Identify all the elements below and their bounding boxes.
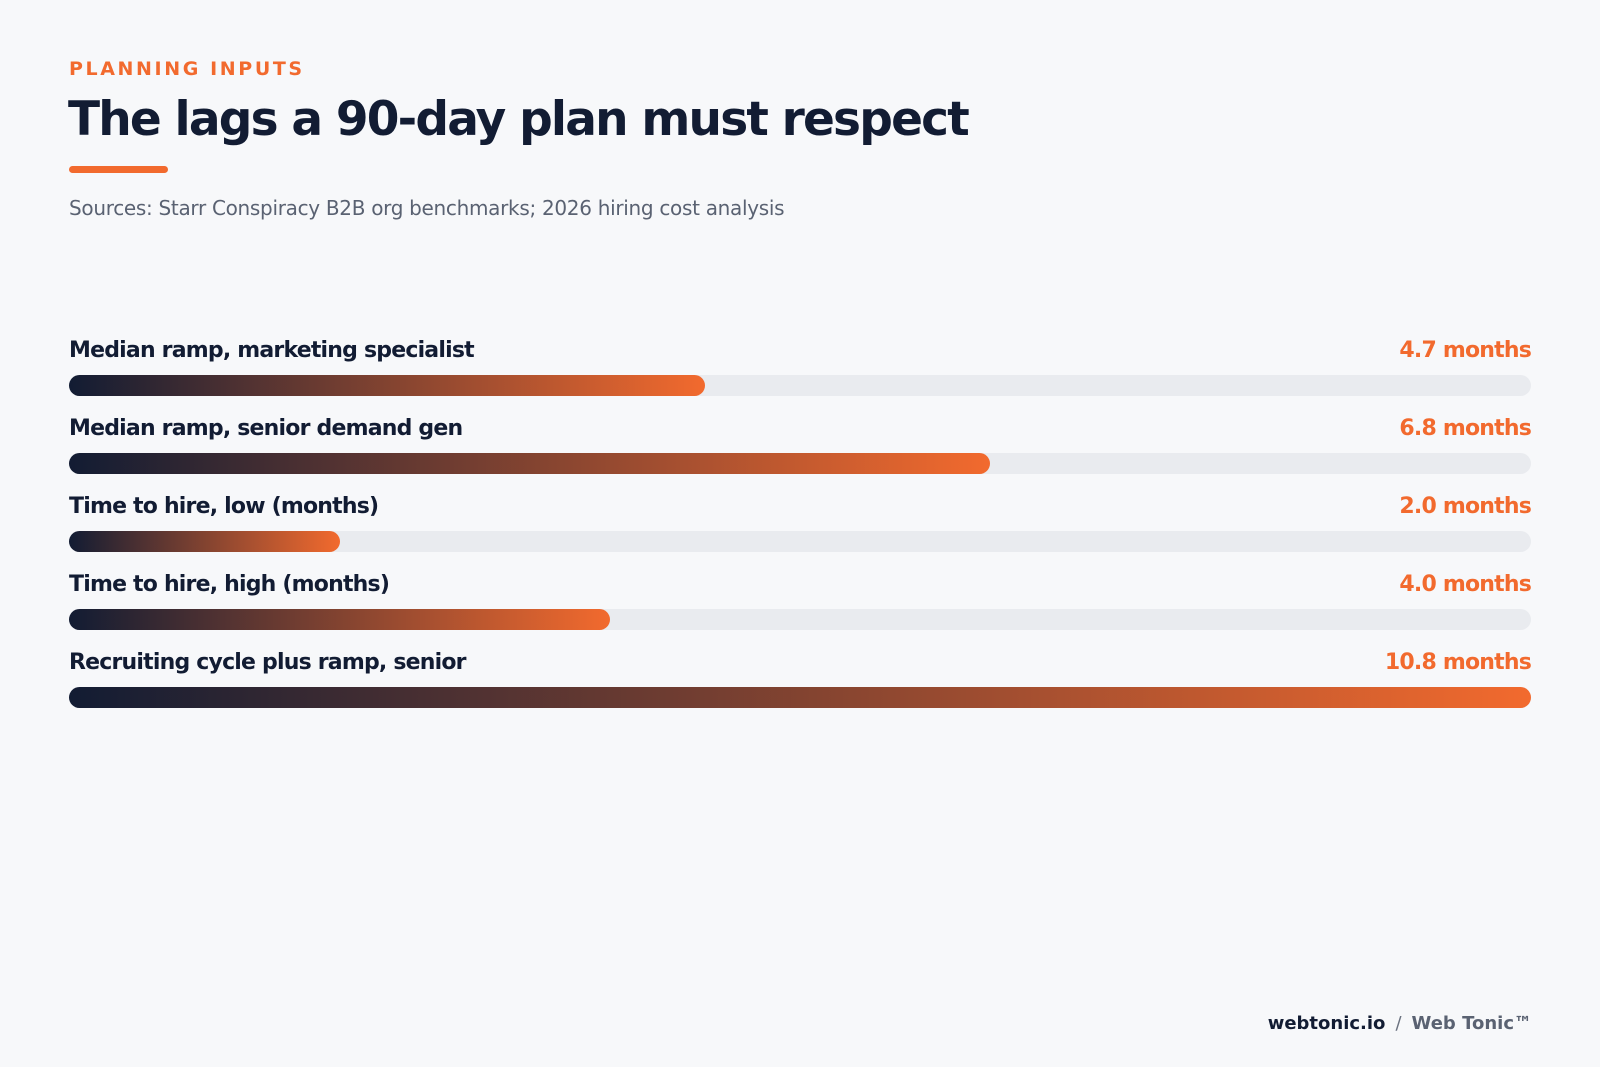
bar-value-label: 6.8 months bbox=[1399, 416, 1531, 441]
bar-label: Time to hire, low (months) bbox=[69, 494, 379, 519]
bar-track bbox=[69, 531, 1531, 552]
bar-row: Time to hire, low (months) 2.0 months bbox=[69, 492, 1532, 570]
bar-value-label: 4.0 months bbox=[1399, 572, 1531, 597]
bar-value-label: 4.7 months bbox=[1399, 338, 1531, 363]
bar-label: Median ramp, marketing specialist bbox=[69, 338, 475, 363]
footer-separator: / bbox=[1395, 1013, 1402, 1034]
bar-value-label: 10.8 months bbox=[1384, 650, 1532, 675]
bar bbox=[69, 687, 1531, 708]
bar bbox=[69, 609, 611, 630]
bar-track bbox=[69, 687, 1531, 708]
bar-label: Median ramp, senior demand gen bbox=[69, 416, 463, 441]
sources-note: Sources: Starr Conspiracy B2B org benchm… bbox=[69, 196, 785, 220]
page-title: The lags a 90-day plan must respect bbox=[68, 92, 970, 147]
bar-track bbox=[69, 375, 1531, 396]
bar bbox=[69, 375, 706, 396]
bar-track bbox=[69, 609, 1531, 630]
bar-track bbox=[69, 453, 1531, 474]
title-underline bbox=[69, 166, 168, 173]
bar bbox=[69, 531, 340, 552]
bar-row: Recruiting cycle plus ramp, senior 10.8 … bbox=[69, 648, 1532, 726]
bar-row: Median ramp, senior demand gen 6.8 month… bbox=[69, 414, 1532, 492]
bar-row: Time to hire, high (months) 4.0 months bbox=[69, 570, 1532, 648]
eyebrow-label: PLANNING INPUTS bbox=[69, 58, 305, 80]
bar-row: Median ramp, marketing specialist 4.7 mo… bbox=[69, 336, 1532, 414]
bar-label: Recruiting cycle plus ramp, senior bbox=[69, 650, 467, 675]
footer-credit: webtonic.io / Web Tonic™ bbox=[1268, 1013, 1532, 1034]
bar-chart: Median ramp, marketing specialist 4.7 mo… bbox=[69, 336, 1532, 726]
bar-label: Time to hire, high (months) bbox=[69, 572, 390, 597]
bar bbox=[69, 453, 990, 474]
bar-value-label: 2.0 months bbox=[1399, 494, 1531, 519]
footer-site: webtonic.io bbox=[1267, 1013, 1386, 1034]
footer-brand: Web Tonic™ bbox=[1411, 1013, 1532, 1034]
